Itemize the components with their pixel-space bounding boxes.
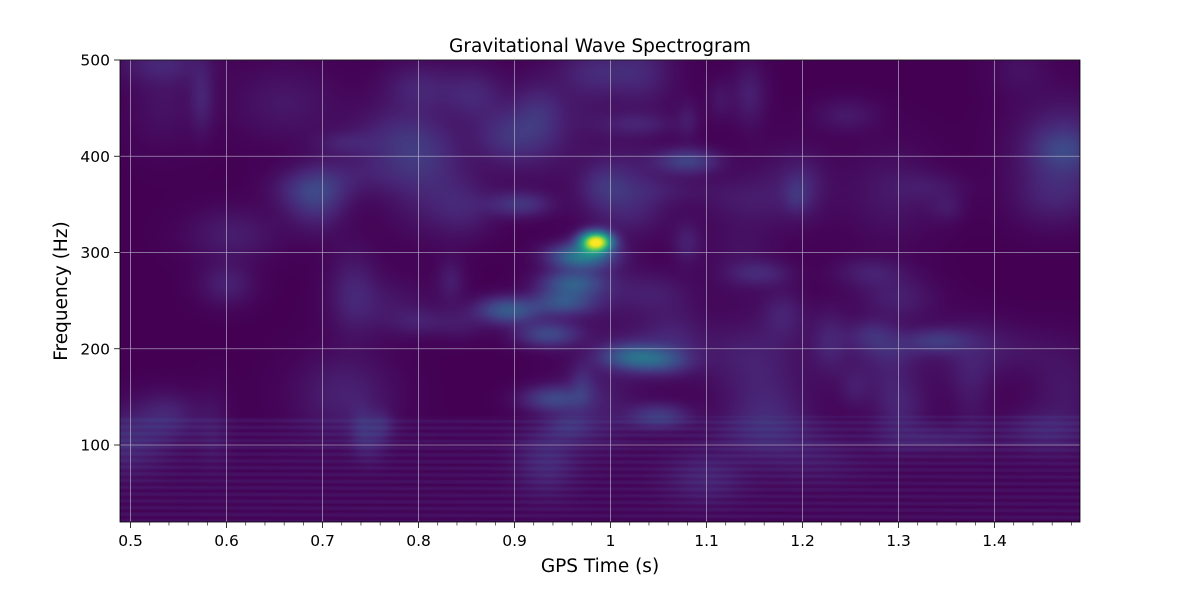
y-axis-label: Frequency (Hz) [51, 221, 72, 361]
x-tick-label: 1.1 [694, 532, 719, 550]
chart-title: Gravitational Wave Spectrogram [449, 36, 751, 57]
y-tick-label: 200 [80, 340, 110, 358]
x-axis: 0.5 0.6 0.7 0.8 0.9 1 1.1 1.2 1.3 1.4 [118, 522, 1072, 550]
x-tick-label: 1.4 [982, 532, 1007, 550]
y-tick-label: 400 [80, 148, 110, 166]
x-tick-label: 1.2 [790, 532, 815, 550]
y-axis: 100 200 300 400 500 [80, 52, 120, 455]
x-tick-label: 0.7 [310, 532, 335, 550]
y-tick-label: 300 [80, 244, 110, 262]
heatmap-image [120, 60, 1080, 522]
y-tick-label: 500 [80, 52, 110, 70]
grid-lines [120, 59, 1080, 522]
plot-frame [119, 59, 1081, 523]
x-tick-label: 0.5 [118, 532, 143, 550]
x-tick-label: 0.8 [406, 532, 431, 550]
x-tick-label: 0.6 [214, 532, 239, 550]
plot-area [119, 59, 1081, 523]
x-tick-label: 0.9 [502, 532, 527, 550]
y-tick-label: 100 [80, 437, 110, 455]
x-tick-label: 1 [606, 532, 616, 550]
x-axis-label: GPS Time (s) [541, 556, 659, 577]
x-tick-label: 1.3 [886, 532, 911, 550]
